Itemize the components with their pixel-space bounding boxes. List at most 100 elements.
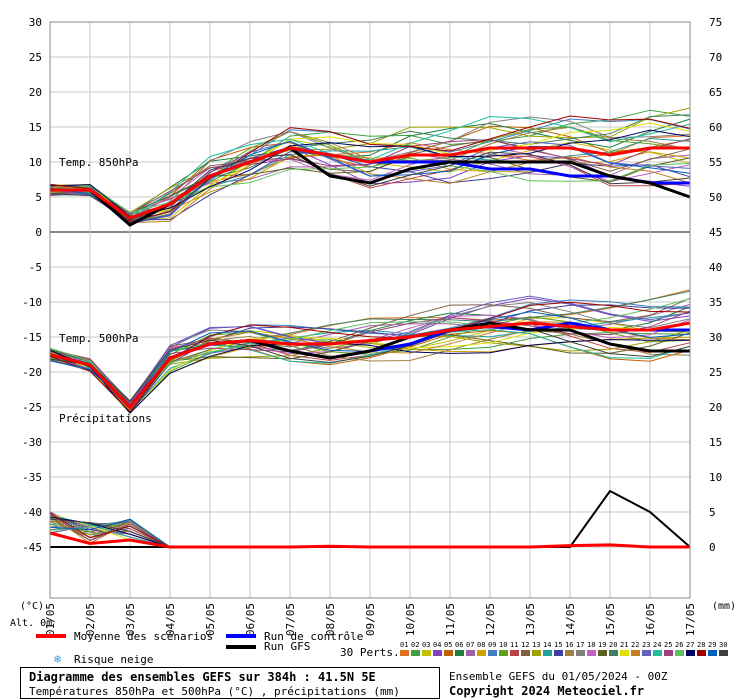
x-tick-label: 09/05	[364, 603, 377, 636]
pert-swatch	[598, 650, 607, 656]
pert-number: 30	[719, 641, 727, 649]
pert-number: 26	[675, 641, 683, 649]
pert-swatch	[708, 650, 717, 656]
pert-number: 02	[411, 641, 419, 649]
pert-swatch	[510, 650, 519, 656]
pert-swatch	[532, 650, 541, 656]
pert-swatch	[554, 650, 563, 656]
x-tick-label: 13/05	[524, 603, 537, 636]
pert-swatch	[433, 650, 442, 656]
pert-swatch	[576, 650, 585, 656]
left-tick-label: 20	[29, 86, 42, 99]
pert-number: 14	[543, 641, 551, 649]
pert-swatch	[642, 650, 651, 656]
mean-line-500	[49, 321, 691, 410]
pert-number: 13	[532, 641, 540, 649]
pert-swatch	[444, 650, 453, 656]
pert-swatch	[609, 650, 618, 656]
legend-label-mean: Moyenne des scénarios	[74, 630, 213, 643]
pert-swatch	[675, 650, 684, 656]
x-tick-label: 08/05	[324, 603, 337, 636]
right-tick-label: 25	[709, 366, 722, 379]
pert-number: 06	[455, 641, 463, 649]
pert-swatch	[477, 650, 486, 656]
x-tick-label: 07/05	[284, 603, 297, 636]
plot-frame	[49, 21, 691, 599]
right-unit-label: (mm)	[712, 601, 736, 612]
right-tick-label: 60	[709, 121, 722, 134]
x-tick-label: 04/05	[164, 603, 177, 636]
pert-swatch	[664, 650, 673, 656]
x-tick-label: 05/05	[204, 603, 217, 636]
legend-label-gfs: Run GFS	[264, 640, 310, 653]
pert-number: 16	[565, 641, 573, 649]
pert-number: 18	[587, 641, 595, 649]
mean-line-850	[50, 146, 690, 220]
pert-number: 11	[510, 641, 518, 649]
pert-number: 05	[444, 641, 452, 649]
perturbation-line-850	[49, 144, 691, 224]
left-tick-label: 30	[29, 16, 42, 29]
left-tick-label: -10	[22, 296, 42, 309]
legend: Moyenne des scénarios Run de contrôleRun …	[36, 630, 728, 666]
left-tick-label: 0	[35, 226, 42, 239]
right-tick-label: 35	[709, 296, 722, 309]
pert-swatch	[543, 650, 552, 656]
pert-number: 17	[576, 641, 584, 649]
right-tick-label: 75	[709, 16, 722, 29]
pert-swatch	[488, 650, 497, 656]
left-tick-label: -15	[22, 331, 42, 344]
left-tick-label: -20	[22, 366, 42, 379]
pert-swatch	[620, 650, 629, 656]
footer-subtitle: Températures 850hPa et 500hPa (°C) , pré…	[29, 685, 400, 698]
pert-swatch	[587, 650, 596, 656]
left-tick-label: 25	[29, 51, 42, 64]
pert-swatch	[719, 650, 728, 656]
right-tick-label: 30	[709, 331, 722, 344]
panel-label-850: Temp. 850hPa	[59, 156, 138, 169]
pert-swatch	[565, 650, 574, 656]
pert-swatch	[521, 650, 530, 656]
x-tick-label: 03/05	[124, 603, 137, 636]
right-tick-label: 0	[709, 541, 716, 554]
copyright: Copyright 2024 Meteociel.fr	[449, 684, 645, 698]
pert-swatch	[686, 650, 695, 656]
legend-label-control: Run de contrôle	[264, 630, 363, 643]
pert-swatch	[631, 650, 640, 656]
mean-line-precip	[49, 531, 690, 549]
perturbation-line-850	[49, 140, 691, 225]
x-tick-label: 06/05	[244, 603, 257, 636]
pert-number: 21	[620, 641, 628, 649]
left-tick-label: -30	[22, 436, 42, 449]
pert-number: 04	[433, 641, 441, 649]
pert-number: 12	[521, 641, 529, 649]
x-tick-label: 16/05	[644, 603, 657, 636]
left-tick-label: -45	[22, 541, 42, 554]
panel-label-precip: Précipitations	[59, 412, 152, 425]
pert-swatch	[455, 650, 464, 656]
right-tick-label: 40	[709, 261, 722, 274]
right-tick-label: 15	[709, 436, 722, 449]
pert-swatch	[411, 650, 420, 656]
left-unit-label: (°C)	[20, 601, 44, 612]
pert-number: 25	[664, 641, 672, 649]
x-tick-label: 11/05	[444, 603, 457, 636]
perturbation-line-850	[49, 115, 691, 220]
perturbation-line-850	[49, 157, 691, 214]
main-series	[49, 146, 691, 549]
right-tick-label: 70	[709, 51, 722, 64]
perturbation-line-500	[49, 290, 691, 412]
pert-swatch	[697, 650, 706, 656]
pert-number: 24	[653, 641, 661, 649]
snowflake-icon: ❄	[54, 652, 61, 666]
pert-number: 10	[499, 641, 507, 649]
legend-perts-label: 30 Perts.	[340, 646, 400, 659]
grid	[49, 21, 691, 598]
x-tick-label: 12/05	[484, 603, 497, 636]
left-tick-label: -35	[22, 471, 42, 484]
footer-title: Diagramme des ensembles GEFS sur 384h : …	[29, 670, 376, 684]
pert-number: 08	[477, 641, 485, 649]
pert-number: 29	[708, 641, 716, 649]
